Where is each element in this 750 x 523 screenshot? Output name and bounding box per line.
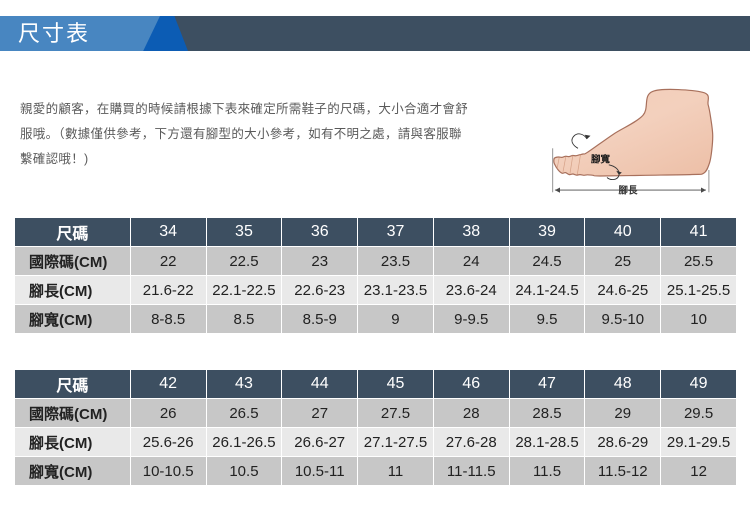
- svg-text:腳長: 腳長: [618, 185, 638, 197]
- svg-text:腳寬: 腳寬: [591, 154, 611, 166]
